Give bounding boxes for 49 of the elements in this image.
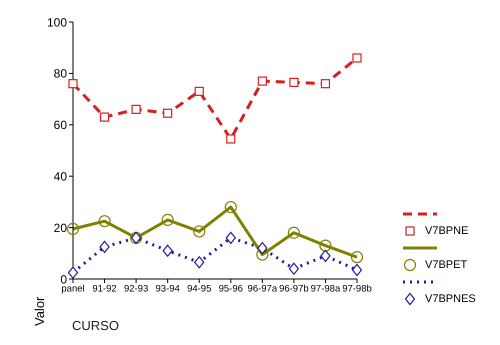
point (319, 239, 332, 252)
y-tick-label: 40 (54, 169, 68, 184)
x-tick-label: panel (61, 284, 85, 295)
y-tick-label: 100 (46, 15, 68, 30)
x-tick-label: 91-92 (92, 284, 117, 295)
y-tick-label: 0 (60, 272, 68, 286)
point (352, 53, 362, 63)
point (68, 266, 78, 279)
point (288, 262, 299, 275)
point (100, 112, 110, 122)
x-tick-label: 97-98a (310, 284, 341, 295)
point (162, 214, 174, 226)
point (224, 200, 237, 214)
point (226, 134, 236, 144)
point (68, 79, 78, 88)
point (289, 78, 298, 87)
legend-label: V7BPNE (425, 225, 468, 237)
point (320, 79, 330, 88)
x-tick-label: 96-97a (248, 284, 278, 295)
point (194, 86, 204, 96)
point (99, 240, 110, 253)
point (350, 251, 364, 264)
point (258, 76, 267, 86)
point (257, 242, 268, 254)
x-axis-title: CURSO (72, 318, 119, 333)
y-axis-title: Valor (32, 296, 47, 326)
point (226, 232, 236, 244)
y-tick-label: 80 (54, 66, 68, 81)
point (163, 108, 172, 118)
legend-label: V7BPET (425, 259, 468, 271)
point (352, 264, 362, 276)
x-tick-label: 94-95 (187, 284, 212, 295)
point (256, 248, 268, 261)
legend-label: V7BPNES (425, 293, 476, 305)
point (98, 215, 111, 228)
point (66, 222, 80, 235)
point (288, 226, 300, 239)
point (320, 250, 331, 262)
x-tick-label: 96-97b (279, 284, 309, 295)
point (194, 256, 204, 268)
point (132, 104, 141, 114)
x-tick-label: 93-94 (156, 284, 180, 295)
point (193, 225, 206, 238)
x-tick-label: 97-98b (342, 284, 372, 295)
point (162, 244, 173, 257)
x-tick-label: 92-93 (124, 284, 148, 295)
y-tick-label: 20 (54, 220, 68, 235)
x-tick-label: 95-96 (218, 284, 243, 295)
y-tick-label: 60 (54, 118, 68, 132)
